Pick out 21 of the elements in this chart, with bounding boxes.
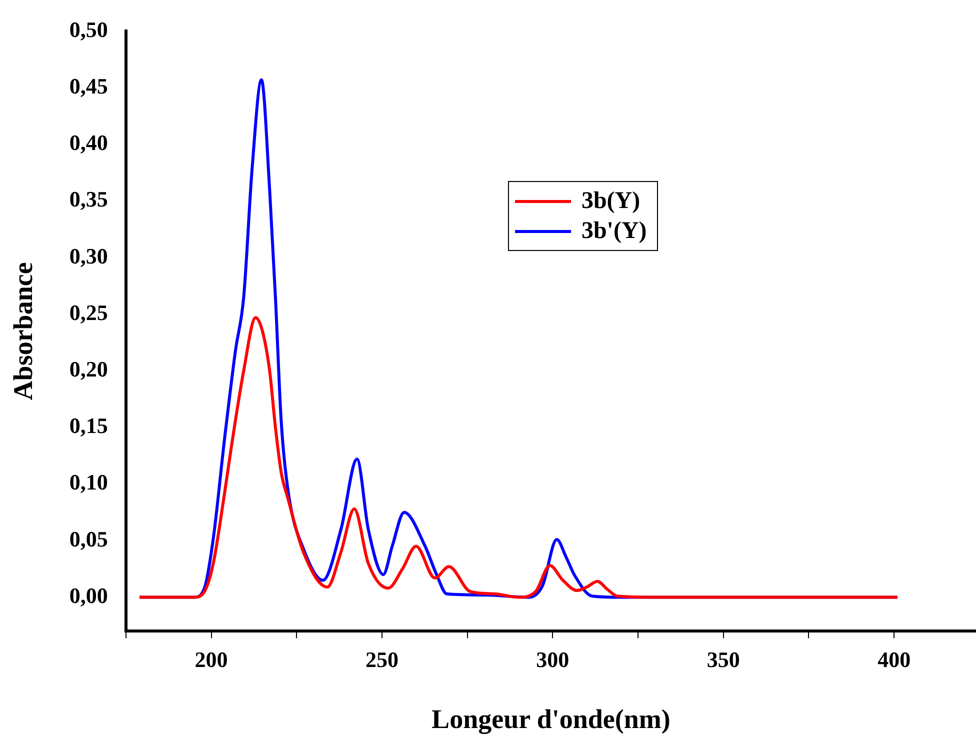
y-tick-label: 0,10 — [69, 470, 108, 495]
y-tick-label: 0,00 — [69, 582, 108, 608]
y-tick-label: 0,05 — [69, 526, 108, 552]
legend-label: 3b(Y) — [581, 187, 640, 216]
y-tick-label: 0,35 — [69, 186, 108, 212]
x-axis-title: Longeur d'onde(nm) — [432, 704, 670, 734]
x-tick-label: 200 — [194, 647, 228, 672]
y-tick-label: 0,20 — [69, 356, 108, 382]
y-tick-label: 0,15 — [69, 413, 108, 438]
y-tick-label: 0,45 — [69, 73, 108, 98]
y-tick-label: 0,25 — [69, 300, 108, 325]
x-tick-label: 400 — [878, 647, 911, 672]
line-series — [138, 316, 899, 599]
x-tick-label: 250 — [365, 647, 398, 672]
x-tick-label: 300 — [536, 647, 570, 672]
x-tick-label: 350 — [706, 647, 740, 672]
y-tick-label: 0,50 — [69, 16, 108, 42]
y-tick-label: 0,40 — [69, 130, 108, 156]
legend-label: 3b'(Y) — [581, 217, 647, 246]
y-tick-label: 0,30 — [69, 243, 108, 268]
y-axis-title: Absorbance — [8, 262, 38, 400]
